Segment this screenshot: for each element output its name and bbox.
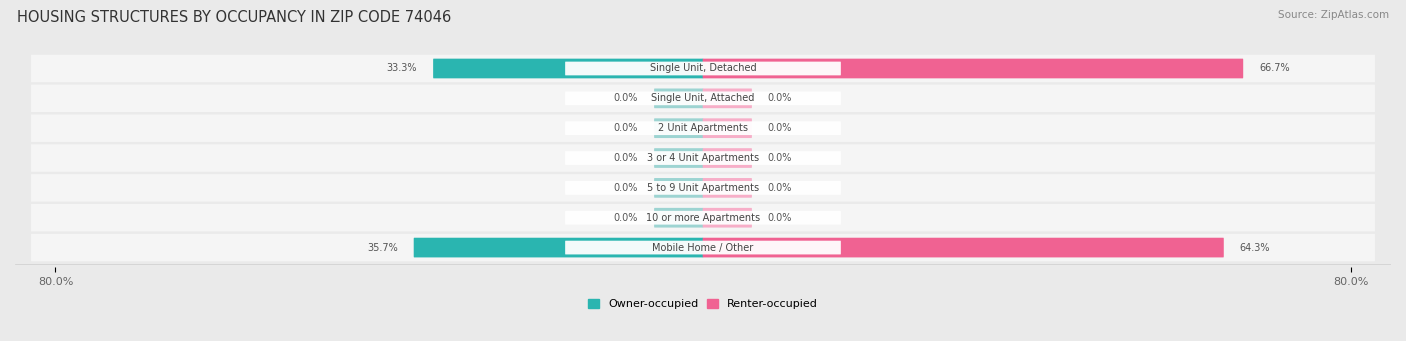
FancyBboxPatch shape bbox=[31, 85, 1375, 112]
FancyBboxPatch shape bbox=[565, 181, 841, 195]
Text: 3 or 4 Unit Apartments: 3 or 4 Unit Apartments bbox=[647, 153, 759, 163]
Text: 35.7%: 35.7% bbox=[367, 242, 398, 253]
Legend: Owner-occupied, Renter-occupied: Owner-occupied, Renter-occupied bbox=[588, 299, 818, 309]
FancyBboxPatch shape bbox=[703, 208, 752, 227]
Text: 0.0%: 0.0% bbox=[768, 183, 792, 193]
FancyBboxPatch shape bbox=[703, 118, 752, 138]
FancyBboxPatch shape bbox=[413, 238, 703, 257]
FancyBboxPatch shape bbox=[565, 121, 841, 135]
FancyBboxPatch shape bbox=[654, 208, 703, 227]
Text: Mobile Home / Other: Mobile Home / Other bbox=[652, 242, 754, 253]
Text: 0.0%: 0.0% bbox=[614, 123, 638, 133]
Text: HOUSING STRUCTURES BY OCCUPANCY IN ZIP CODE 74046: HOUSING STRUCTURES BY OCCUPANCY IN ZIP C… bbox=[17, 10, 451, 25]
FancyBboxPatch shape bbox=[565, 91, 841, 105]
Text: 0.0%: 0.0% bbox=[768, 153, 792, 163]
Text: 0.0%: 0.0% bbox=[614, 93, 638, 103]
FancyBboxPatch shape bbox=[31, 204, 1375, 232]
Text: 5 to 9 Unit Apartments: 5 to 9 Unit Apartments bbox=[647, 183, 759, 193]
FancyBboxPatch shape bbox=[703, 59, 1243, 78]
FancyBboxPatch shape bbox=[31, 55, 1375, 82]
FancyBboxPatch shape bbox=[565, 211, 841, 225]
FancyBboxPatch shape bbox=[703, 89, 752, 108]
Text: 0.0%: 0.0% bbox=[614, 183, 638, 193]
Text: 66.7%: 66.7% bbox=[1258, 63, 1289, 74]
Text: 0.0%: 0.0% bbox=[768, 213, 792, 223]
Text: 64.3%: 64.3% bbox=[1240, 242, 1270, 253]
FancyBboxPatch shape bbox=[654, 148, 703, 168]
FancyBboxPatch shape bbox=[31, 234, 1375, 261]
FancyBboxPatch shape bbox=[565, 62, 841, 75]
Text: Single Unit, Detached: Single Unit, Detached bbox=[650, 63, 756, 74]
Text: 0.0%: 0.0% bbox=[614, 153, 638, 163]
FancyBboxPatch shape bbox=[654, 178, 703, 198]
FancyBboxPatch shape bbox=[654, 118, 703, 138]
FancyBboxPatch shape bbox=[654, 89, 703, 108]
FancyBboxPatch shape bbox=[31, 174, 1375, 202]
FancyBboxPatch shape bbox=[703, 148, 752, 168]
Text: 33.3%: 33.3% bbox=[387, 63, 418, 74]
Text: 0.0%: 0.0% bbox=[768, 93, 792, 103]
FancyBboxPatch shape bbox=[31, 115, 1375, 142]
FancyBboxPatch shape bbox=[703, 238, 1223, 257]
Text: 10 or more Apartments: 10 or more Apartments bbox=[645, 213, 761, 223]
FancyBboxPatch shape bbox=[31, 144, 1375, 172]
FancyBboxPatch shape bbox=[565, 241, 841, 254]
Text: Source: ZipAtlas.com: Source: ZipAtlas.com bbox=[1278, 10, 1389, 20]
FancyBboxPatch shape bbox=[703, 178, 752, 198]
FancyBboxPatch shape bbox=[565, 151, 841, 165]
Text: 2 Unit Apartments: 2 Unit Apartments bbox=[658, 123, 748, 133]
Text: Single Unit, Attached: Single Unit, Attached bbox=[651, 93, 755, 103]
FancyBboxPatch shape bbox=[433, 59, 703, 78]
Text: 0.0%: 0.0% bbox=[768, 123, 792, 133]
Text: 0.0%: 0.0% bbox=[614, 213, 638, 223]
